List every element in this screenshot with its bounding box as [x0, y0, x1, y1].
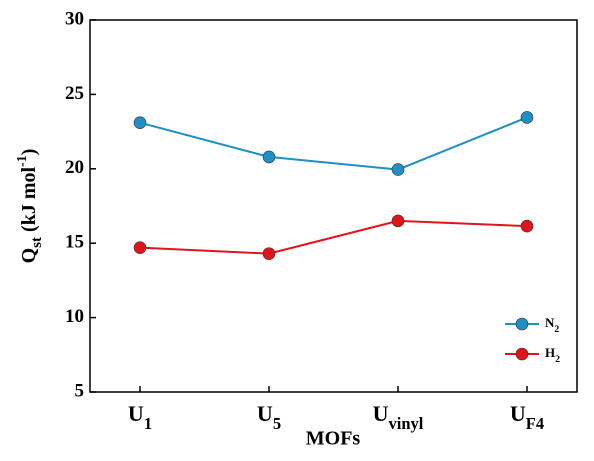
x-tick-label: U5 [257, 401, 281, 433]
legend-marker [515, 347, 529, 361]
legend-label: H2 [545, 345, 560, 365]
y-axis-label: Qst (kJ mol-1) [15, 149, 46, 264]
x-tick-label: UF4 [510, 401, 544, 433]
legend-marker [515, 317, 529, 331]
data-point [520, 219, 534, 233]
series-line [139, 116, 528, 171]
data-point [520, 111, 534, 124]
data-point [133, 241, 147, 254]
plot-frame [89, 19, 578, 393]
data-point [391, 214, 405, 228]
series-line [139, 219, 528, 255]
y-tick-label: 10 [65, 306, 84, 327]
y-tick-label: 15 [65, 232, 84, 253]
x-tick-label: Uvinyl [373, 401, 424, 433]
y-tick-label: 20 [65, 157, 84, 178]
x-tick-label: U1 [128, 401, 152, 433]
y-tick-label: 5 [75, 380, 85, 401]
y-tick-label: 30 [65, 8, 84, 29]
data-point [391, 163, 405, 176]
data-point [262, 247, 276, 260]
y-tick-label: 25 [65, 83, 84, 104]
data-point [133, 116, 147, 129]
data-point [262, 150, 276, 164]
legend-label: N2 [545, 315, 559, 335]
x-axis-label: MOFs [306, 428, 361, 450]
